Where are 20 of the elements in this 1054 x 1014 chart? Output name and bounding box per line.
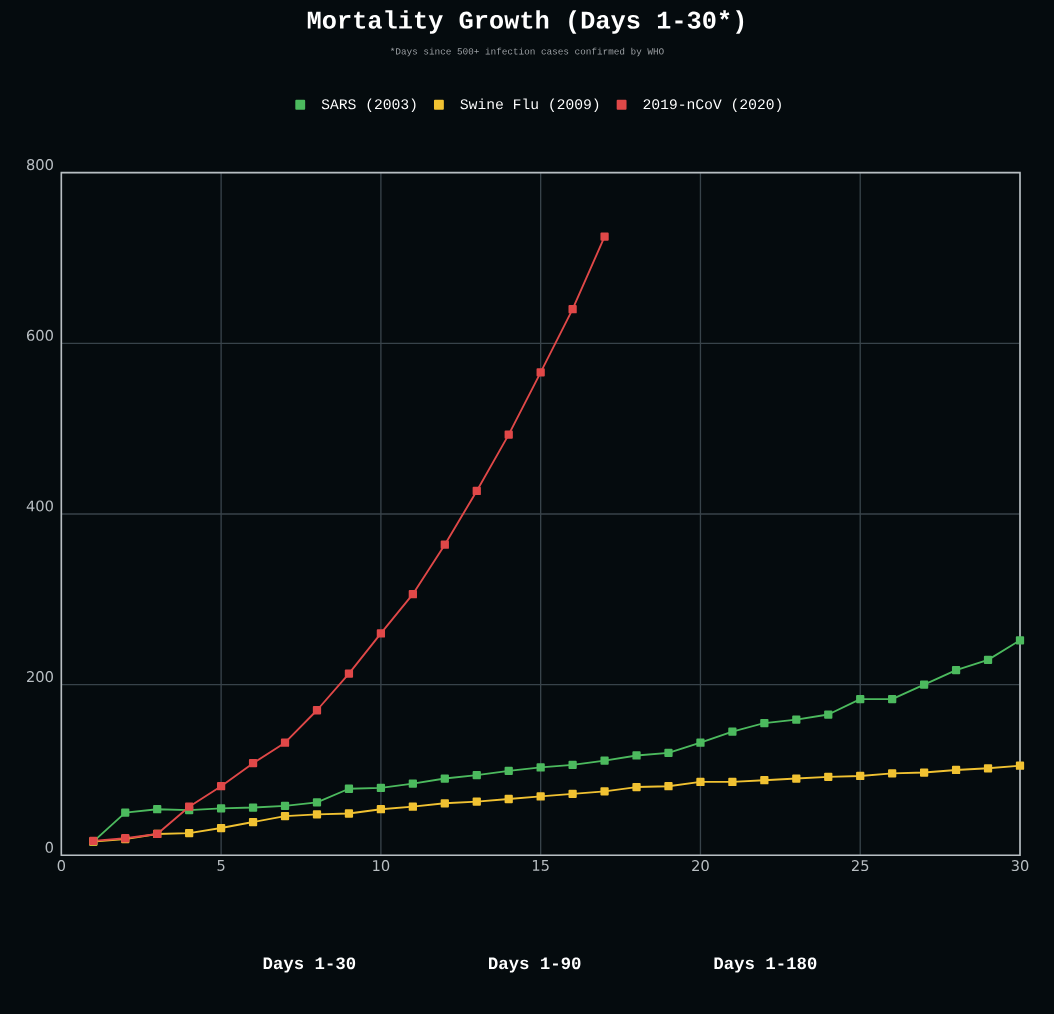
chart-subtitle: *Days since 500+ infection cases confirmed by WHO bbox=[390, 47, 664, 57]
legend-label: Swine Flu (2009) bbox=[460, 98, 599, 113]
chart-title: Mortality Growth (Days 1-30*) bbox=[307, 10, 744, 34]
x-tick-label: 30 bbox=[1011, 860, 1029, 872]
text: Days 1-90 bbox=[489, 957, 581, 973]
x-tick-label: 5 bbox=[217, 860, 225, 871]
x-tick-label: 15 bbox=[532, 860, 549, 871]
x-tick-label: 25 bbox=[851, 860, 869, 872]
text: Days 1-30 bbox=[263, 957, 356, 973]
x-tick-label: 20 bbox=[692, 860, 709, 872]
y-tick-label: 400 bbox=[26, 500, 53, 512]
text: Days 1-180 bbox=[714, 957, 817, 973]
y-tick-label: 600 bbox=[26, 329, 53, 341]
legend-label: 2019-nCoV (2020) bbox=[643, 98, 781, 113]
y-tick-label: 800 bbox=[26, 159, 53, 171]
x-tick-label: 0 bbox=[57, 860, 66, 872]
y-tick-label: 200 bbox=[27, 671, 53, 683]
legend-label: SARS (2003) bbox=[321, 98, 416, 113]
y-tick-label: 0 bbox=[45, 841, 53, 853]
x-tick-label: 10 bbox=[373, 860, 390, 872]
